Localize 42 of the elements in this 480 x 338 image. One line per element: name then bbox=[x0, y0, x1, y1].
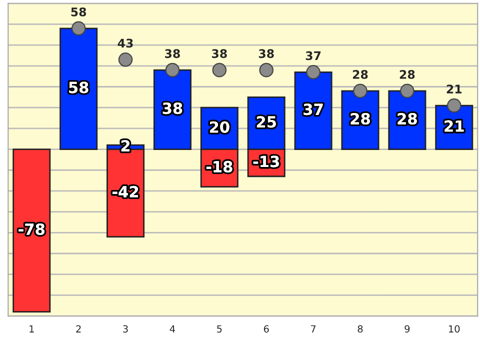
x-tick-label: 9 bbox=[404, 325, 410, 333]
data-label: -78 bbox=[18, 223, 44, 236]
x-tick-label: 10 bbox=[449, 325, 460, 333]
point bbox=[306, 65, 320, 80]
data-label: 28 bbox=[398, 112, 417, 125]
x-tick-label: 8 bbox=[358, 325, 363, 333]
point bbox=[400, 84, 414, 98]
x-tick-label: 3 bbox=[123, 325, 128, 333]
x-tick-label: 1 bbox=[30, 325, 34, 332]
data-label: 38 bbox=[165, 49, 180, 58]
data-label: 21 bbox=[446, 84, 462, 94]
data-label: 37 bbox=[306, 51, 321, 60]
data-label: 38 bbox=[162, 102, 182, 114]
data-label: 38 bbox=[212, 49, 227, 58]
point bbox=[446, 98, 462, 113]
data-label: -13 bbox=[253, 156, 279, 168]
x-tick-label: 5 bbox=[217, 325, 222, 333]
data-label: 58 bbox=[69, 82, 88, 94]
data-label: 28 bbox=[400, 70, 415, 79]
data-label: 25 bbox=[256, 116, 276, 128]
x-tick-label: 2 bbox=[76, 325, 81, 332]
data-label: 20 bbox=[210, 121, 230, 133]
point bbox=[259, 62, 274, 78]
point bbox=[212, 62, 227, 78]
x-tick-label: 4 bbox=[170, 325, 176, 332]
point bbox=[118, 52, 133, 67]
data-label: 58 bbox=[71, 7, 86, 16]
point bbox=[165, 62, 180, 78]
data-label: 28 bbox=[350, 112, 370, 125]
bar bbox=[12, 148, 51, 313]
data-label: 37 bbox=[304, 104, 323, 116]
point bbox=[353, 84, 368, 98]
data-label: -18 bbox=[206, 160, 232, 172]
x-tick-label: 6 bbox=[264, 325, 269, 333]
bar bbox=[60, 28, 98, 150]
point bbox=[71, 21, 86, 36]
data-label: -42 bbox=[112, 186, 138, 198]
x-tick-label: 7 bbox=[311, 325, 316, 332]
data-label: 28 bbox=[352, 70, 368, 79]
data-label: 43 bbox=[118, 38, 133, 48]
data-label: 21 bbox=[444, 120, 464, 132]
data-label: 38 bbox=[258, 49, 274, 58]
